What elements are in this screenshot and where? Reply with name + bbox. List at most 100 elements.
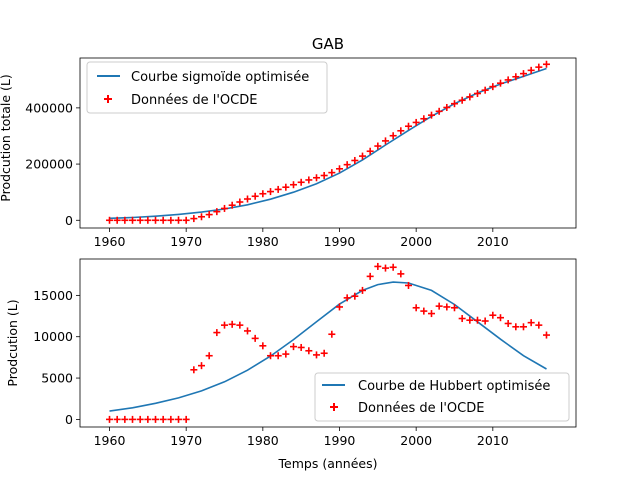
top-legend-marker-swatch — [104, 95, 112, 103]
data-point — [144, 216, 152, 224]
data-point — [496, 79, 504, 87]
data-point — [473, 316, 481, 324]
data-point — [473, 90, 481, 98]
data-point — [290, 343, 298, 351]
x-tick-label: 1980 — [247, 234, 279, 249]
data-point — [404, 122, 412, 130]
data-point — [381, 264, 389, 272]
data-point — [121, 415, 129, 423]
data-point — [175, 415, 183, 423]
data-point — [481, 86, 489, 94]
data-point — [259, 342, 267, 350]
data-point — [542, 331, 550, 339]
data-point — [504, 319, 512, 327]
data-point — [121, 216, 129, 224]
series-line — [109, 67, 547, 220]
data-point — [167, 415, 175, 423]
data-point — [182, 216, 190, 224]
data-point — [205, 211, 213, 219]
bottom-plot-frame — [79, 258, 577, 428]
data-point — [236, 198, 244, 206]
data-point — [450, 100, 458, 108]
data-point — [527, 66, 535, 74]
data-point — [159, 415, 167, 423]
data-point — [389, 263, 397, 271]
data-point — [389, 132, 397, 140]
y-tick-label: 5000 — [41, 371, 73, 386]
x-tick-label: 1970 — [170, 433, 202, 448]
data-point — [106, 415, 114, 423]
data-point — [481, 317, 489, 325]
top-plot-layer — [106, 60, 550, 224]
data-point — [527, 319, 535, 327]
data-point — [504, 76, 512, 84]
data-point — [190, 366, 198, 374]
data-point — [136, 216, 144, 224]
data-point — [198, 213, 206, 221]
top-legend-label-sigmoid: Courbe sigmoïde optimisée — [131, 70, 309, 85]
y-axis-label: Prodcution totale (L) — [0, 74, 13, 201]
data-point — [152, 415, 160, 423]
data-point — [427, 310, 435, 318]
top-chart: GAB Prodcution totale (L) 1960 1970 1980 19… — [0, 35, 577, 249]
data-point — [412, 304, 420, 312]
x-tick-label: 2000 — [400, 433, 432, 448]
data-point — [282, 183, 290, 191]
data-point — [412, 118, 420, 126]
data-point — [259, 190, 267, 198]
top-legend-box — [86, 61, 328, 114]
data-point — [274, 352, 282, 360]
data-point — [366, 272, 374, 280]
bottom-legend-marker-swatch — [330, 403, 338, 411]
y-tick-label: 400000 — [25, 100, 73, 115]
data-point — [267, 352, 275, 360]
data-point — [328, 169, 336, 177]
data-point — [282, 350, 290, 358]
data-point — [305, 347, 313, 355]
bottom-plot-layer — [106, 262, 550, 423]
data-point — [106, 216, 114, 224]
data-point — [228, 320, 236, 328]
data-point — [343, 294, 351, 302]
y-tick-label: 200000 — [25, 157, 73, 172]
data-point — [420, 307, 428, 315]
y-tick-label: 0 — [65, 412, 73, 427]
data-point — [205, 352, 213, 360]
top-legend-label-ocde: Données de l'OCDE — [131, 93, 257, 108]
data-point — [435, 302, 443, 310]
data-point — [213, 329, 221, 337]
data-point — [458, 315, 466, 323]
y-tick-label: 0 — [65, 213, 73, 228]
x-tick-label: 1960 — [94, 234, 126, 249]
data-point — [420, 115, 428, 123]
bottom-legend-box — [314, 372, 570, 422]
data-point — [542, 60, 550, 68]
data-point — [267, 188, 275, 196]
data-point — [129, 216, 137, 224]
data-point — [496, 314, 504, 322]
data-point — [313, 174, 321, 182]
data-point — [358, 286, 366, 294]
x-tick-label: 2010 — [477, 433, 509, 448]
data-point — [274, 185, 282, 193]
data-point — [466, 316, 474, 324]
x-tick-label: 1990 — [324, 234, 356, 249]
data-point — [335, 303, 343, 311]
top-legend: Courbe sigmoïde optimisée Données de l'O… — [86, 61, 328, 114]
y-axis-label: Prodcution (L) — [5, 299, 20, 386]
data-point — [435, 107, 443, 115]
y-tick-label: 10000 — [33, 329, 73, 344]
data-point — [535, 63, 543, 71]
data-point — [374, 262, 382, 270]
data-point — [404, 281, 412, 289]
data-point — [305, 176, 313, 184]
x-axis-label: Temps (années) — [278, 456, 378, 471]
data-point — [144, 415, 152, 423]
data-point — [535, 321, 543, 329]
data-point — [351, 292, 359, 300]
data-point — [443, 103, 451, 111]
data-point — [397, 270, 405, 278]
data-point — [244, 327, 252, 335]
data-point — [351, 156, 359, 164]
